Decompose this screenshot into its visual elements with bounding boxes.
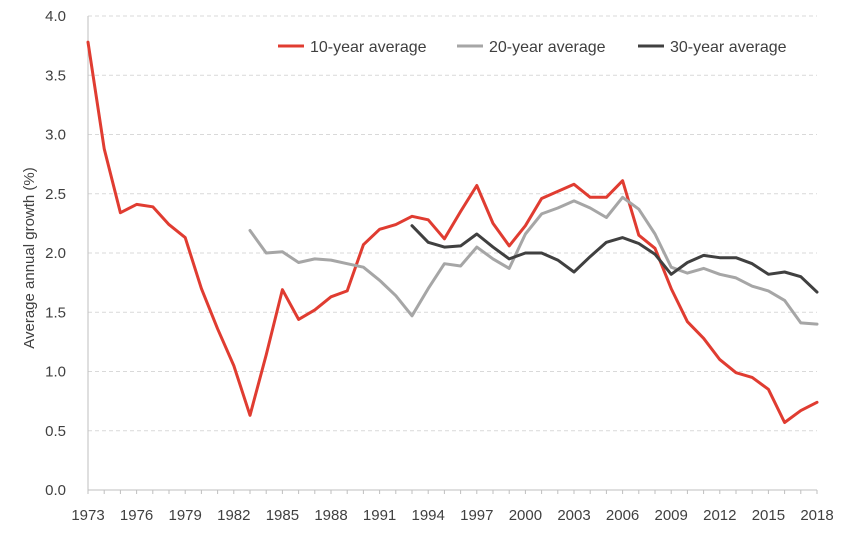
y-tick-label: 4.0 bbox=[45, 8, 66, 25]
series-lines bbox=[86, 40, 819, 424]
axes: 0.0 0.5 1.0 1.5 2.0 2.5 3.0 3.5 4.0 1973 1976 1979 1… bbox=[45, 8, 834, 524]
x-tick-label: 2015 bbox=[752, 507, 785, 524]
series-line-2 bbox=[248, 195, 819, 326]
x-tick-label: 2012 bbox=[703, 507, 736, 524]
y-tick-label: 0.0 bbox=[45, 482, 66, 499]
legend: 10-year average 20-year average 30-year av… bbox=[278, 39, 787, 56]
x-tick-label: 1991 bbox=[363, 507, 396, 524]
y-tick-label: 1.5 bbox=[45, 304, 66, 321]
series-line-3 bbox=[410, 224, 819, 294]
legend-label: 10-year average bbox=[310, 39, 427, 56]
x-tick-label: 2003 bbox=[557, 507, 590, 524]
y-tick-label: 2.5 bbox=[45, 186, 66, 203]
y-tick-label: 3.5 bbox=[45, 67, 66, 84]
x-tick-label: 1994 bbox=[412, 507, 445, 524]
y-tick-label: 1.0 bbox=[45, 364, 66, 381]
legend-label: 20-year average bbox=[489, 39, 606, 56]
x-tick-label: 1973 bbox=[71, 507, 104, 524]
x-tick-label: 2009 bbox=[655, 507, 688, 524]
x-tick-label: 1982 bbox=[217, 507, 250, 524]
x-tick-label: 1985 bbox=[266, 507, 299, 524]
gridlines bbox=[88, 15, 817, 432]
y-tick-label: 0.5 bbox=[45, 423, 66, 440]
x-tick-label: 2000 bbox=[509, 507, 542, 524]
x-tick-label: 1997 bbox=[460, 507, 493, 524]
y-tick-label: 3.0 bbox=[45, 127, 66, 144]
x-tick-label: 2018 bbox=[800, 507, 833, 524]
x-tick-label: 2006 bbox=[606, 507, 639, 524]
y-tick-label: 2.0 bbox=[45, 245, 66, 262]
x-tick-label: 1979 bbox=[169, 507, 202, 524]
series-line-1 bbox=[86, 40, 819, 424]
x-tick-label: 1988 bbox=[314, 507, 347, 524]
y-axis-title: Average annual growth (%) bbox=[21, 167, 38, 349]
x-tick-label: 1976 bbox=[120, 507, 153, 524]
legend-label: 30-year average bbox=[670, 39, 787, 56]
